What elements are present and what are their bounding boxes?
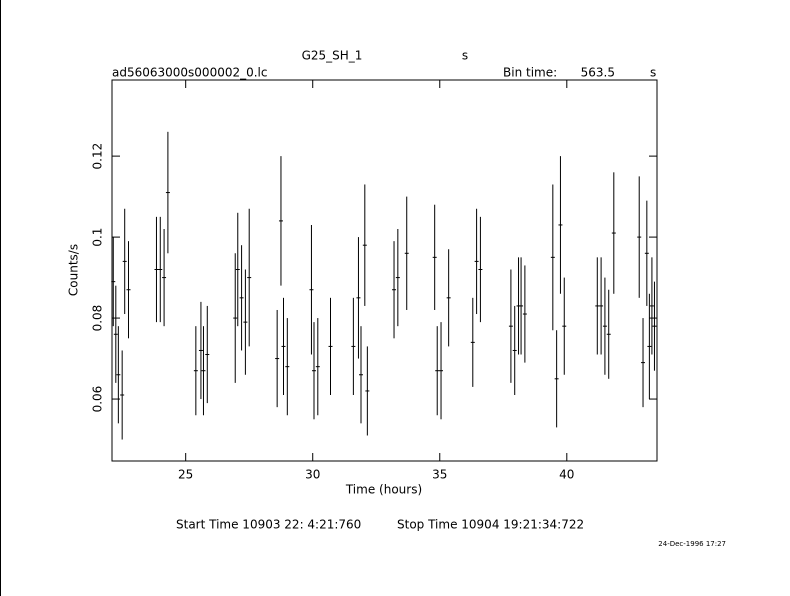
start-time: Start Time 10903 22: 4:21:760 <box>176 518 361 532</box>
x-tick-label: 30 <box>305 468 320 482</box>
x-axis-label: Time (hours) <box>345 483 422 497</box>
y-tick-label: 0.12 <box>91 143 105 170</box>
stop-time: Stop Time 10904 19:21:34:722 <box>397 518 584 532</box>
date: 24-Dec-1996 17:27 <box>658 540 726 548</box>
x-tick-label: 35 <box>432 468 447 482</box>
y-tick-label: 0.1 <box>91 228 105 247</box>
y-tick-label: 0.08 <box>91 305 105 332</box>
x-tick-label: 25 <box>178 468 193 482</box>
chart-title: G25_SH_1 <box>302 49 363 63</box>
x-tick-label: 40 <box>559 468 574 482</box>
y-axis-label: Counts/s <box>67 244 81 296</box>
bin-time-label: Bin time: <box>503 66 557 80</box>
y-tick-label: 0.06 <box>91 386 105 413</box>
subtitle: ad56063000s000002_0.lc <box>112 66 268 80</box>
plot-frame <box>111 79 658 462</box>
bin-time: 563.5 <box>581 66 615 80</box>
bin-time-unit: s <box>650 66 656 80</box>
title-unit: s <box>462 49 468 63</box>
